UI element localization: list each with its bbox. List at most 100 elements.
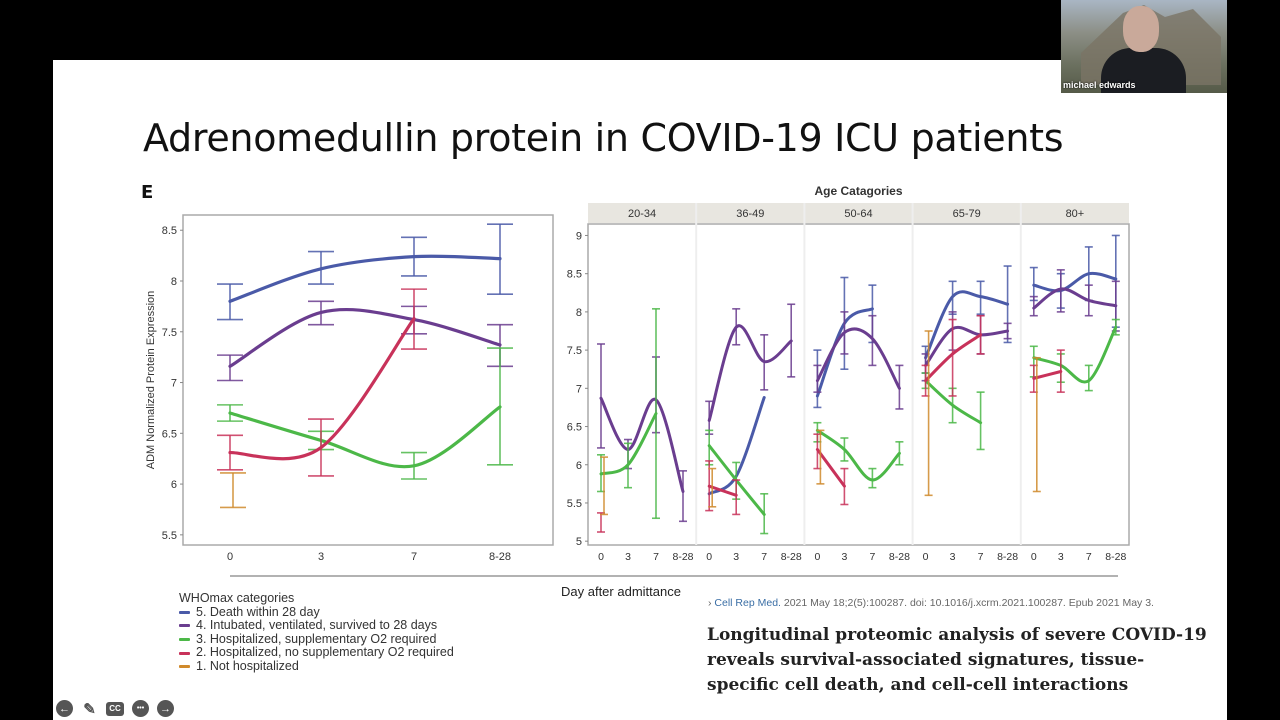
svg-text:0: 0 xyxy=(923,551,929,563)
series-line xyxy=(707,484,738,497)
citation-details: 2021 May 18;2(5):100287. doi: 10.1016/j.… xyxy=(783,597,1154,609)
svg-text:3: 3 xyxy=(733,551,739,563)
svg-text:0: 0 xyxy=(814,551,820,563)
svg-text:8: 8 xyxy=(576,307,582,319)
previous-slide-button[interactable]: ← xyxy=(56,700,73,717)
svg-text:3: 3 xyxy=(318,551,324,563)
svg-text:7: 7 xyxy=(576,383,582,395)
ellipsis-icon: ••• xyxy=(136,705,145,712)
series-line xyxy=(815,428,901,482)
next-slide-button[interactable]: → xyxy=(157,700,174,717)
arrow-right-icon: → xyxy=(160,702,171,715)
left-line-chart: 5.5 6 6.5 7 7.5 8 8.5 0 3 7 8-28 ADM Normalized Pro… xyxy=(145,214,554,563)
series-line xyxy=(1032,370,1063,380)
presenter-head xyxy=(1123,6,1159,52)
series-line xyxy=(815,327,901,390)
svg-text:8-28: 8-28 xyxy=(1105,551,1126,563)
series-line xyxy=(707,324,793,422)
series-line xyxy=(228,316,416,461)
svg-text:8.5: 8.5 xyxy=(162,225,177,237)
svg-text:6.5: 6.5 xyxy=(162,428,177,440)
series-line xyxy=(1032,325,1118,384)
more-options-button[interactable]: ••• xyxy=(132,700,149,717)
svg-text:7: 7 xyxy=(1086,551,1092,563)
legend-swatch xyxy=(179,638,190,642)
svg-text:20-34: 20-34 xyxy=(628,208,656,220)
svg-text:0: 0 xyxy=(598,551,604,563)
svg-text:6.5: 6.5 xyxy=(567,422,582,434)
series-line xyxy=(924,290,1010,360)
svg-text:5.5: 5.5 xyxy=(567,498,582,510)
svg-text:80+: 80+ xyxy=(1066,208,1085,220)
svg-text:5.5: 5.5 xyxy=(162,530,177,542)
svg-text:Age Catagories: Age Catagories xyxy=(814,184,902,198)
svg-text:5: 5 xyxy=(576,536,582,548)
presentation-slide: Adrenomedullin protein in COVID-19 ICU p… xyxy=(53,60,1227,720)
chevron-right-icon: › xyxy=(708,597,712,609)
svg-text:3: 3 xyxy=(950,551,956,563)
svg-text:7.5: 7.5 xyxy=(567,345,582,357)
series-line xyxy=(924,333,983,383)
svg-text:7: 7 xyxy=(761,551,767,563)
pen-tool-button[interactable]: ✎ xyxy=(81,700,98,718)
svg-text:36-49: 36-49 xyxy=(736,208,764,220)
svg-text:3: 3 xyxy=(625,551,631,563)
svg-text:9: 9 xyxy=(576,230,582,242)
legend-item: 3. Hospitalized, supplementary O2 requir… xyxy=(179,632,454,647)
facet-panel-36-49 xyxy=(705,303,796,535)
series-line xyxy=(815,447,846,488)
svg-text:7: 7 xyxy=(978,551,984,563)
svg-text:7: 7 xyxy=(869,551,875,563)
svg-text:7: 7 xyxy=(171,378,177,390)
legend-swatch xyxy=(179,610,190,614)
svg-text:ADM Normalized Protein Express: ADM Normalized Protein Expression xyxy=(145,291,157,470)
svg-text:8: 8 xyxy=(171,276,177,288)
facet-panel-80+ xyxy=(1029,234,1120,493)
presenter-body xyxy=(1101,48,1186,93)
cc-icon: CC xyxy=(109,704,121,713)
age-faceted-chart: Age Catagories 5 5.5 6 6.5 7 7.5 8 8.5 9 20-34 0 3 7 8… xyxy=(567,184,1130,563)
slide-title: Adrenomedullin protein in COVID-19 ICU p… xyxy=(143,116,1064,160)
legend-title: WHOmax categories xyxy=(179,591,295,605)
legend-swatch xyxy=(179,624,190,628)
series-line xyxy=(1032,271,1118,293)
legend-swatch xyxy=(179,665,190,669)
shared-x-axis-label: Day after admittance xyxy=(561,584,681,599)
facet-panel-65-79 xyxy=(921,265,1012,497)
svg-text:6: 6 xyxy=(171,479,177,491)
panel-label: E xyxy=(141,182,154,203)
svg-text:8-28: 8-28 xyxy=(781,551,802,563)
svg-text:7: 7 xyxy=(653,551,659,563)
series-line xyxy=(924,325,1010,367)
legend-item: 5. Death within 28 day xyxy=(179,605,454,620)
svg-text:65-79: 65-79 xyxy=(953,208,981,220)
svg-text:8.5: 8.5 xyxy=(567,269,582,281)
charts-canvas: 5.5 6 6.5 7 7.5 8 8.5 0 3 7 8-28 ADM Normalized Pro… xyxy=(145,184,1130,577)
legend: WHOmax categories 5. Death within 28 day… xyxy=(179,591,454,674)
series-line xyxy=(924,379,983,425)
svg-text:8-28: 8-28 xyxy=(672,551,693,563)
paper-title: Longitudinal proteomic analysis of sever… xyxy=(707,625,1207,695)
slideshow-controls: ← ✎ CC ••• → xyxy=(56,700,174,718)
pencil-icon: ✎ xyxy=(83,700,96,718)
legend-item: 2. Hospitalized, no supplementary O2 req… xyxy=(179,646,454,660)
legend-item: 4. Intubated, ventilated, survived to 28… xyxy=(179,619,454,633)
series-line xyxy=(1032,287,1118,310)
svg-text:0: 0 xyxy=(227,551,233,563)
svg-text:0: 0 xyxy=(1031,551,1037,563)
citation: › Cell Rep Med. 2021 May 18;2(5):100287.… xyxy=(708,597,1154,609)
svg-text:3: 3 xyxy=(1058,551,1064,563)
svg-text:50-64: 50-64 xyxy=(844,208,872,220)
series-line xyxy=(599,396,685,493)
svg-text:0: 0 xyxy=(706,551,712,563)
citation-source-link[interactable]: Cell Rep Med. xyxy=(714,597,781,609)
series-line xyxy=(228,254,502,303)
svg-text:6: 6 xyxy=(576,460,582,472)
facet-panel-20-34 xyxy=(597,308,687,533)
svg-text:8-28: 8-28 xyxy=(489,551,511,563)
svg-text:8-28: 8-28 xyxy=(889,551,910,563)
facet-panel-50-64 xyxy=(813,276,904,506)
legend-item: 1. Not hospitalized xyxy=(179,659,454,674)
closed-captions-button[interactable]: CC xyxy=(106,701,124,716)
svg-text:8-28: 8-28 xyxy=(997,551,1018,563)
